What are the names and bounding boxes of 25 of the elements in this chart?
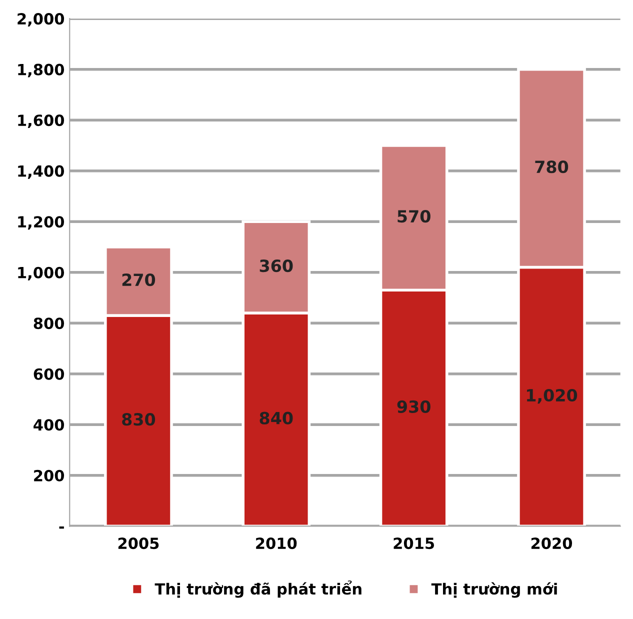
x-tick-label: 2005 bbox=[118, 538, 159, 550]
y-tick-label: 1,200 bbox=[18, 216, 64, 230]
data-label: 830 bbox=[122, 413, 156, 426]
data-label: 360 bbox=[260, 260, 293, 272]
y-tick-label: 1,800 bbox=[18, 64, 64, 78]
y-tick-label: 1,400 bbox=[18, 165, 64, 179]
x-tick-label: 2010 bbox=[256, 538, 297, 550]
data-label: 1,020 bbox=[527, 388, 578, 404]
y-tick-label: 1,000 bbox=[18, 266, 64, 280]
y-tick-label: - bbox=[59, 526, 64, 529]
legend-label: Thị trường mới bbox=[431, 582, 557, 598]
y-tick-label: 400 bbox=[34, 419, 64, 431]
data-label: 780 bbox=[535, 160, 568, 174]
y-tick-label: 2,000 bbox=[18, 13, 64, 27]
x-tick-label: 2015 bbox=[394, 538, 434, 550]
y-tick-label: 800 bbox=[34, 318, 64, 330]
data-label: 570 bbox=[398, 210, 430, 223]
y-tick-label: 1,600 bbox=[18, 114, 64, 128]
x-tick-label: 2020 bbox=[531, 538, 572, 550]
y-tick-label: 600 bbox=[34, 368, 64, 380]
data-label: 270 bbox=[122, 273, 156, 286]
legend-label: Thị trường đã phát triển bbox=[154, 580, 362, 598]
y-tick-label: 200 bbox=[34, 470, 64, 482]
data-label: 840 bbox=[260, 412, 293, 424]
data-label: 930 bbox=[397, 400, 430, 413]
